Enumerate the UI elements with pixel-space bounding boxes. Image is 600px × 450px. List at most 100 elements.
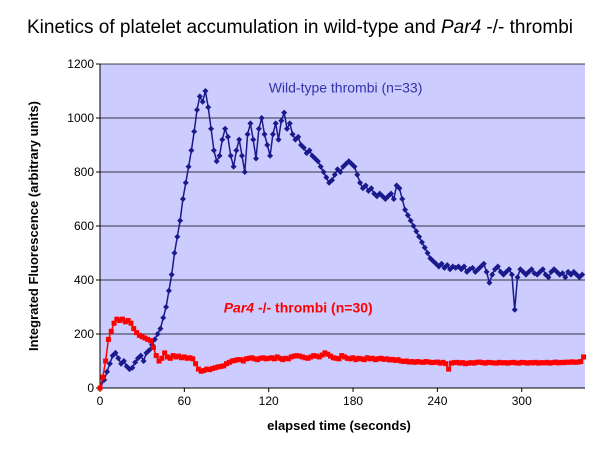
point-1-91 <box>353 357 359 363</box>
point-0-139 <box>489 271 496 278</box>
y-tick-labels: 0 200 400 600 800 1000 1200 <box>67 57 94 395</box>
point-0-123 <box>444 262 451 269</box>
point-1-21 <box>156 358 162 364</box>
point-0-85 <box>337 169 344 175</box>
point-1-32 <box>187 355 193 361</box>
point-1-116 <box>423 359 429 365</box>
point-0-153 <box>528 266 535 273</box>
point-1-62 <box>271 356 277 362</box>
point-0-111 <box>410 223 417 229</box>
y-tick-label-1000: 1000 <box>67 111 94 125</box>
point-0-68 <box>289 131 296 138</box>
point-1-53 <box>246 355 252 361</box>
point-1-123 <box>443 361 449 367</box>
point-1-1 <box>100 374 106 380</box>
point-1-96 <box>367 356 373 362</box>
point-1-89 <box>347 356 353 362</box>
point-0-80 <box>323 174 330 181</box>
point-0-24 <box>165 287 172 294</box>
point-0-57 <box>258 115 265 121</box>
point-1-167 <box>567 359 573 365</box>
point-1-81 <box>325 351 331 357</box>
point-0-104 <box>390 196 397 202</box>
point-0-23 <box>163 304 170 310</box>
point-1-37 <box>201 367 207 373</box>
point-1-120 <box>434 359 440 365</box>
point-1-98 <box>373 357 379 363</box>
point-1-8 <box>119 316 125 322</box>
point-0-15 <box>140 358 147 364</box>
point-0-164 <box>559 270 566 277</box>
point-1-9 <box>122 319 128 325</box>
point-1-29 <box>179 355 185 361</box>
point-0-90 <box>351 163 358 170</box>
point-0-52 <box>244 131 251 138</box>
point-1-59 <box>263 356 269 362</box>
point-1-14 <box>136 332 142 338</box>
point-1-31 <box>184 355 190 361</box>
point-1-69 <box>291 353 297 359</box>
point-1-46 <box>226 359 232 365</box>
point-1-34 <box>193 361 199 367</box>
point-1-5 <box>111 320 117 326</box>
point-1-26 <box>170 353 176 359</box>
point-1-48 <box>232 357 238 363</box>
x-tick-label-120: 120 <box>259 394 279 408</box>
point-1-112 <box>412 359 418 365</box>
point-1-124 <box>446 366 452 372</box>
y-tick-label-0: 0 <box>87 381 94 395</box>
point-0-94 <box>362 182 369 189</box>
point-1-67 <box>285 356 291 362</box>
point-0-96 <box>368 185 375 192</box>
point-1-79 <box>319 352 325 358</box>
point-1-117 <box>426 359 432 365</box>
point-0-74 <box>306 147 313 154</box>
annotation-wild-type: Wild-type thrombi (n=33) <box>269 79 423 95</box>
y-tick-label-600: 600 <box>74 219 94 233</box>
y-tick-label-1200: 1200 <box>67 57 94 71</box>
point-0-136 <box>480 260 487 267</box>
point-1-162 <box>552 359 558 365</box>
x-tick-label-180: 180 <box>343 394 363 408</box>
point-1-110 <box>406 359 412 365</box>
point-1-24 <box>164 354 170 360</box>
point-1-11 <box>128 320 134 326</box>
point-1-22 <box>159 355 165 361</box>
point-0-83 <box>331 171 338 178</box>
point-1-4 <box>108 328 114 334</box>
x-tick-label-0: 0 <box>97 394 104 408</box>
point-1-152 <box>524 360 530 366</box>
point-0-79 <box>320 169 327 175</box>
point-1-15 <box>139 334 145 340</box>
point-0-110 <box>407 217 414 224</box>
point-1-144 <box>502 360 508 366</box>
point-0-92 <box>357 179 364 186</box>
chart-title-prefix: Kinetics of platelet accumulation in wil… <box>27 17 441 38</box>
point-1-101 <box>381 356 387 362</box>
y-tick-label-400: 400 <box>74 273 94 287</box>
point-1-20 <box>153 353 159 359</box>
point-1-161 <box>550 360 556 366</box>
point-1-107 <box>398 358 404 364</box>
point-0-53 <box>247 120 254 127</box>
point-1-102 <box>384 356 390 362</box>
point-0-6 <box>115 355 122 362</box>
point-0-22 <box>160 314 167 321</box>
point-1-136 <box>479 360 485 366</box>
point-1-17 <box>145 336 151 342</box>
point-1-122 <box>440 359 446 365</box>
point-0-20 <box>154 331 161 337</box>
point-0-137 <box>483 268 490 275</box>
point-1-129 <box>460 360 466 366</box>
point-1-130 <box>463 361 469 367</box>
point-1-50 <box>238 357 244 363</box>
point-1-58 <box>260 355 266 361</box>
point-1-73 <box>302 355 308 361</box>
point-0-82 <box>328 177 335 184</box>
point-0-55 <box>253 155 260 162</box>
x-tick-label-300: 300 <box>512 394 532 408</box>
point-0-171 <box>579 271 586 278</box>
point-0-47 <box>230 163 237 170</box>
point-0-78 <box>317 163 324 170</box>
point-1-30 <box>181 354 187 360</box>
